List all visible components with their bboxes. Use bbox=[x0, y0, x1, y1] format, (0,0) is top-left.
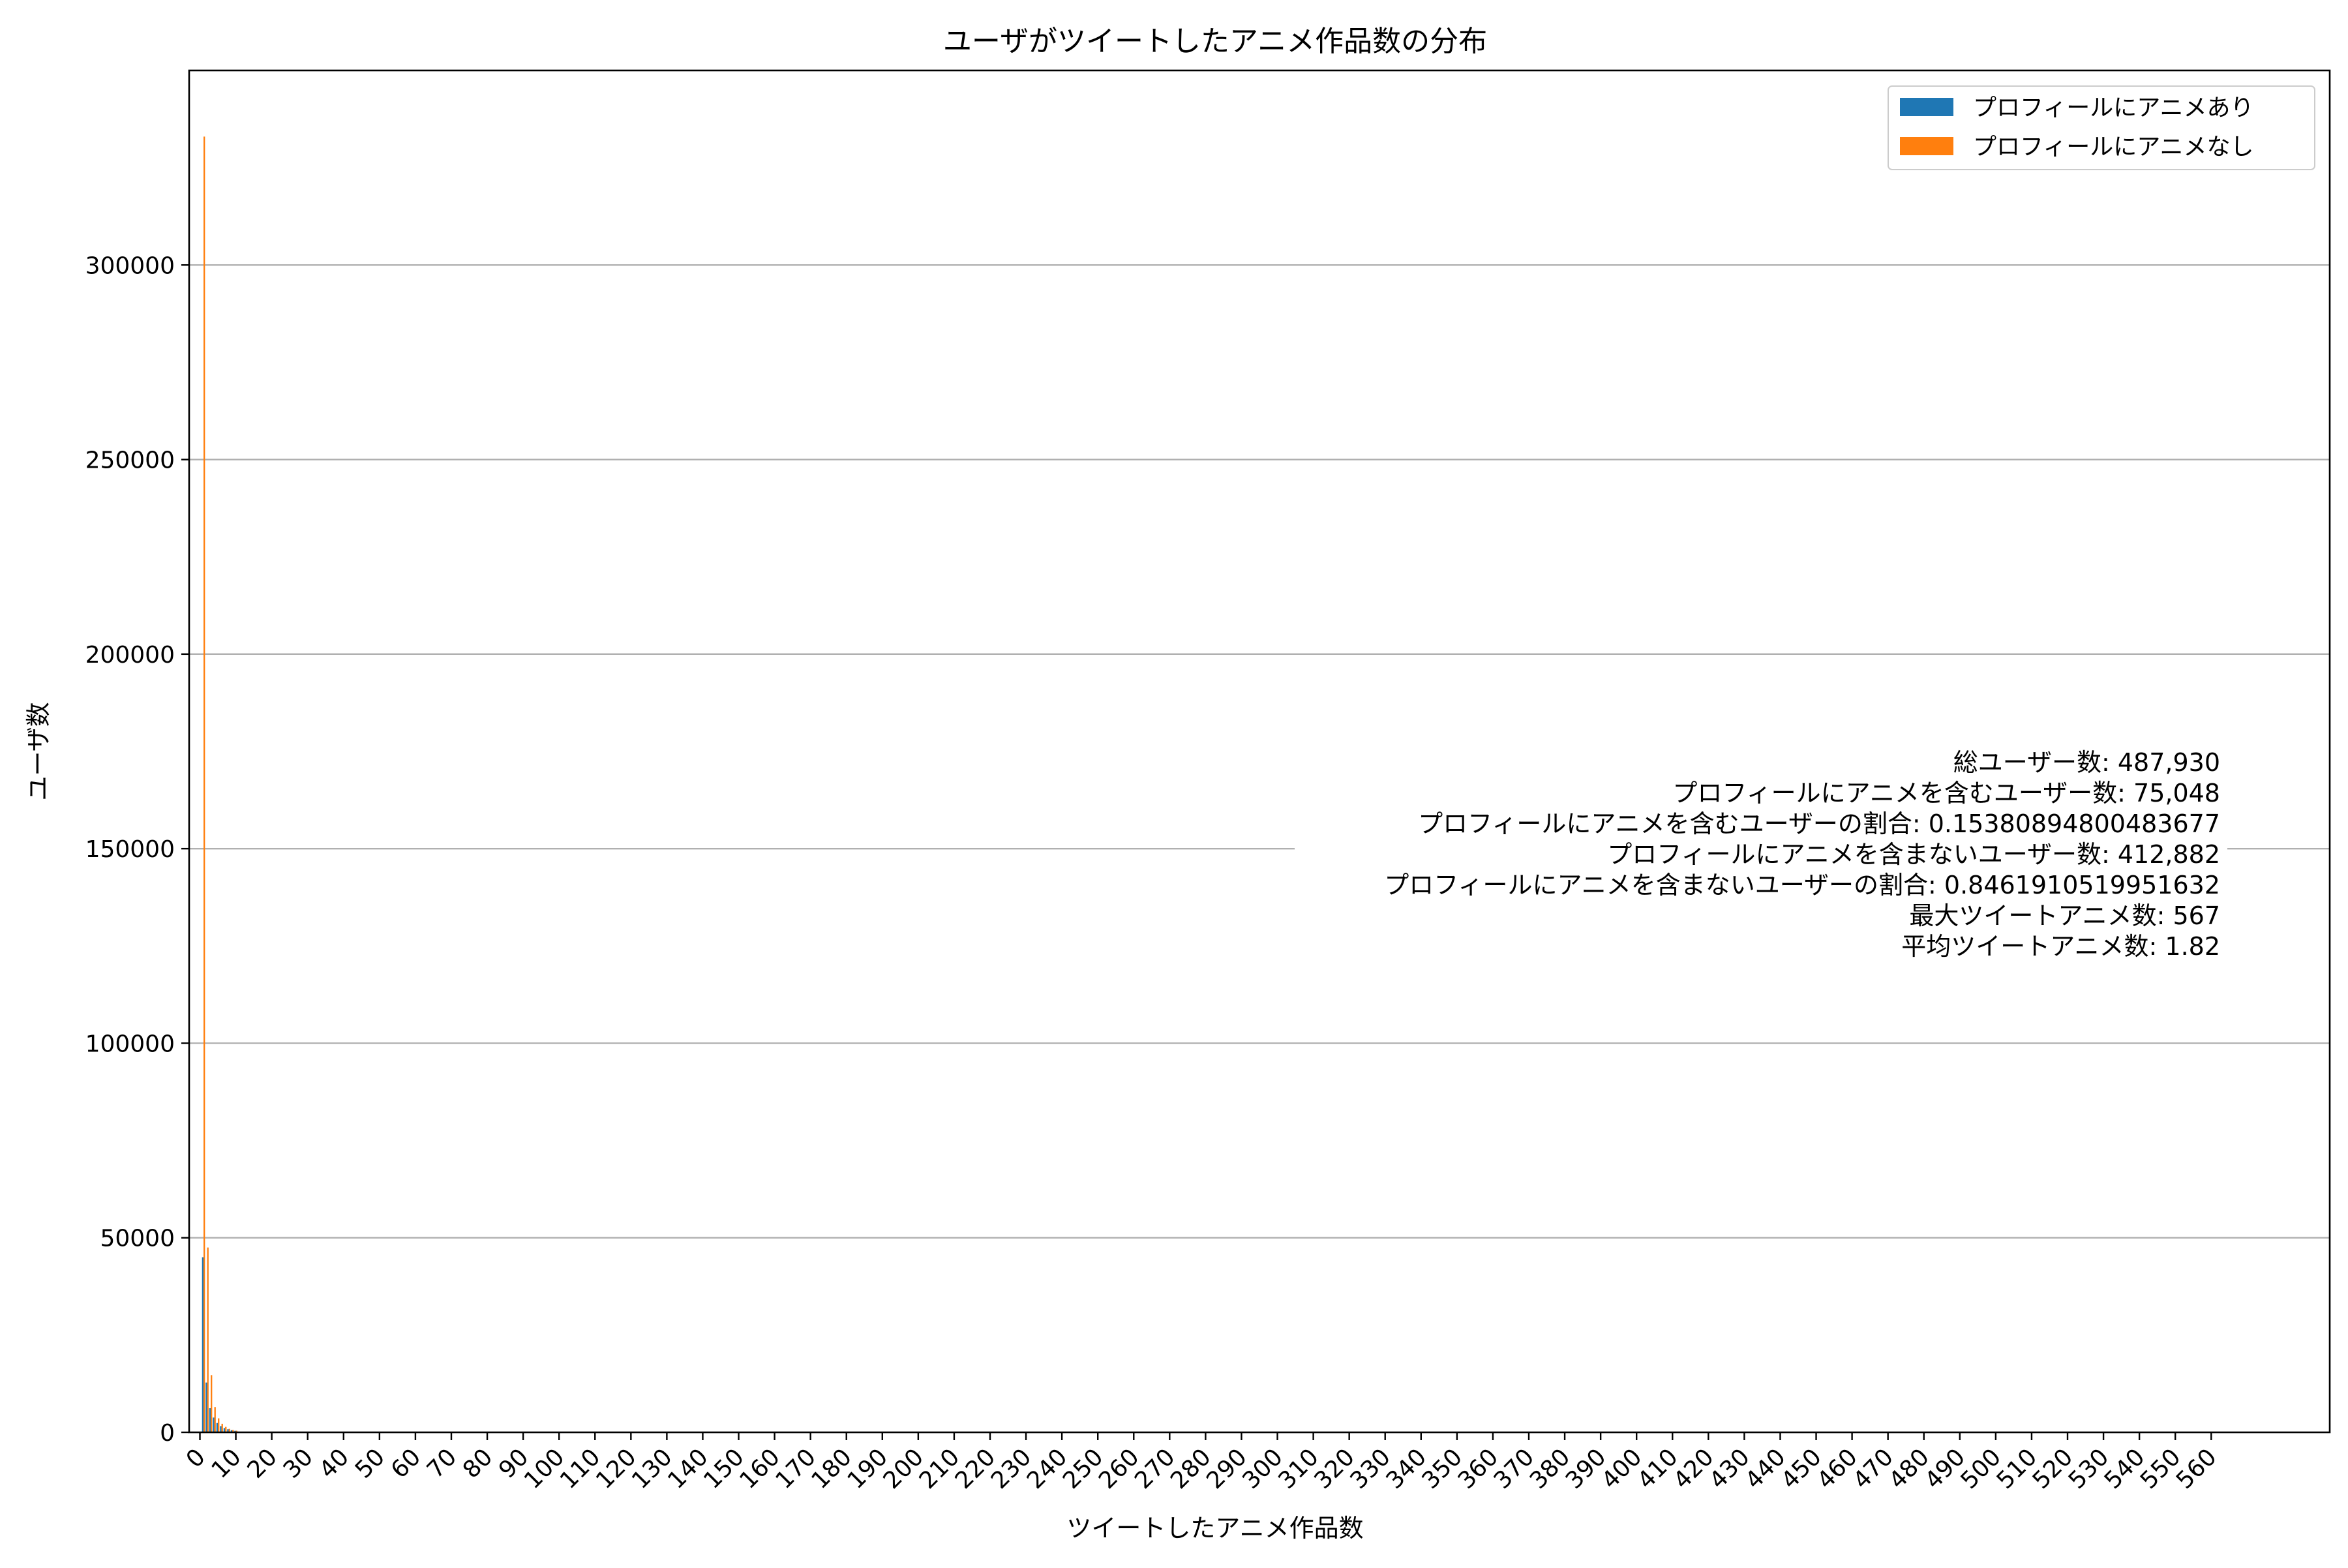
plot-area: 0500001000001500002000002500003000000102… bbox=[85, 69, 2331, 1494]
legend-box bbox=[1888, 85, 2315, 170]
bar-with-anime bbox=[230, 1430, 233, 1432]
stats-line: 平均ツイートアニメ数: 1.82 bbox=[1901, 932, 2220, 961]
y-tick-label: 250000 bbox=[85, 447, 175, 474]
axes-frame bbox=[188, 69, 2331, 1434]
y-tick-label: 300000 bbox=[85, 252, 175, 279]
bar-without-anime bbox=[207, 1247, 209, 1432]
stats-line: プロフィールにアニメを含むユーザーの割合: 0.1538089480048367… bbox=[1418, 809, 2220, 838]
legend-label: プロフィールにアニメあり bbox=[1973, 95, 2254, 121]
legend-label: プロフィールにアニメなし bbox=[1973, 134, 2254, 160]
bar-with-anime bbox=[227, 1429, 229, 1432]
stats-line: プロフィールにアニメを含むユーザー数: 75,048 bbox=[1672, 779, 2220, 807]
bar-without-anime bbox=[225, 1426, 227, 1432]
bar-with-anime bbox=[202, 1257, 204, 1432]
bar-with-anime bbox=[213, 1417, 215, 1432]
y-tick-label: 0 bbox=[160, 1420, 175, 1447]
bar-without-anime bbox=[203, 136, 205, 1433]
stats-background bbox=[1295, 744, 2227, 971]
y-tick-label: 50000 bbox=[100, 1226, 175, 1252]
y-tick-label: 150000 bbox=[85, 836, 175, 863]
y-axis-label: ユーザ数 bbox=[24, 702, 53, 800]
bar-with-anime bbox=[209, 1408, 211, 1432]
stats-line: プロフィールにアニメを含まないユーザーの割合: 0.84619105199516… bbox=[1384, 871, 2220, 899]
bar-without-anime bbox=[232, 1430, 234, 1432]
x-axis-label: ツイートしたアニメ作品数 bbox=[1066, 1514, 1363, 1543]
bar-without-anime bbox=[214, 1407, 216, 1432]
chart-title: ユーザがツイートしたアニメ作品数の分布 bbox=[943, 25, 1487, 58]
legend-swatch-with-anime bbox=[1900, 98, 1953, 116]
bar-without-anime bbox=[228, 1428, 230, 1432]
bar-without-anime bbox=[221, 1423, 223, 1432]
y-tick-label: 100000 bbox=[85, 1031, 175, 1057]
y-tick-label: 200000 bbox=[85, 642, 175, 669]
stats-line: 最大ツイートアニメ数: 567 bbox=[1909, 901, 2220, 930]
bar-without-anime bbox=[211, 1375, 213, 1432]
bar-with-anime bbox=[205, 1382, 207, 1432]
bar-with-anime bbox=[223, 1428, 226, 1432]
bar-with-anime bbox=[216, 1423, 218, 1432]
bar-with-anime bbox=[220, 1426, 222, 1432]
legend-swatch-without-anime bbox=[1900, 137, 1953, 155]
stats-line: プロフィールにアニメを含まないユーザー数: 412,882 bbox=[1607, 840, 2220, 869]
bar-without-anime bbox=[218, 1418, 220, 1432]
stats-line: 総ユーザー数: 487,930 bbox=[1953, 748, 2220, 777]
